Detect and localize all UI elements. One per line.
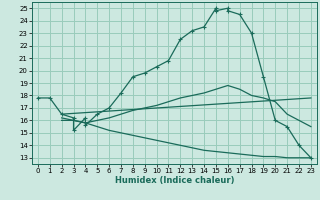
X-axis label: Humidex (Indice chaleur): Humidex (Indice chaleur) xyxy=(115,176,234,185)
